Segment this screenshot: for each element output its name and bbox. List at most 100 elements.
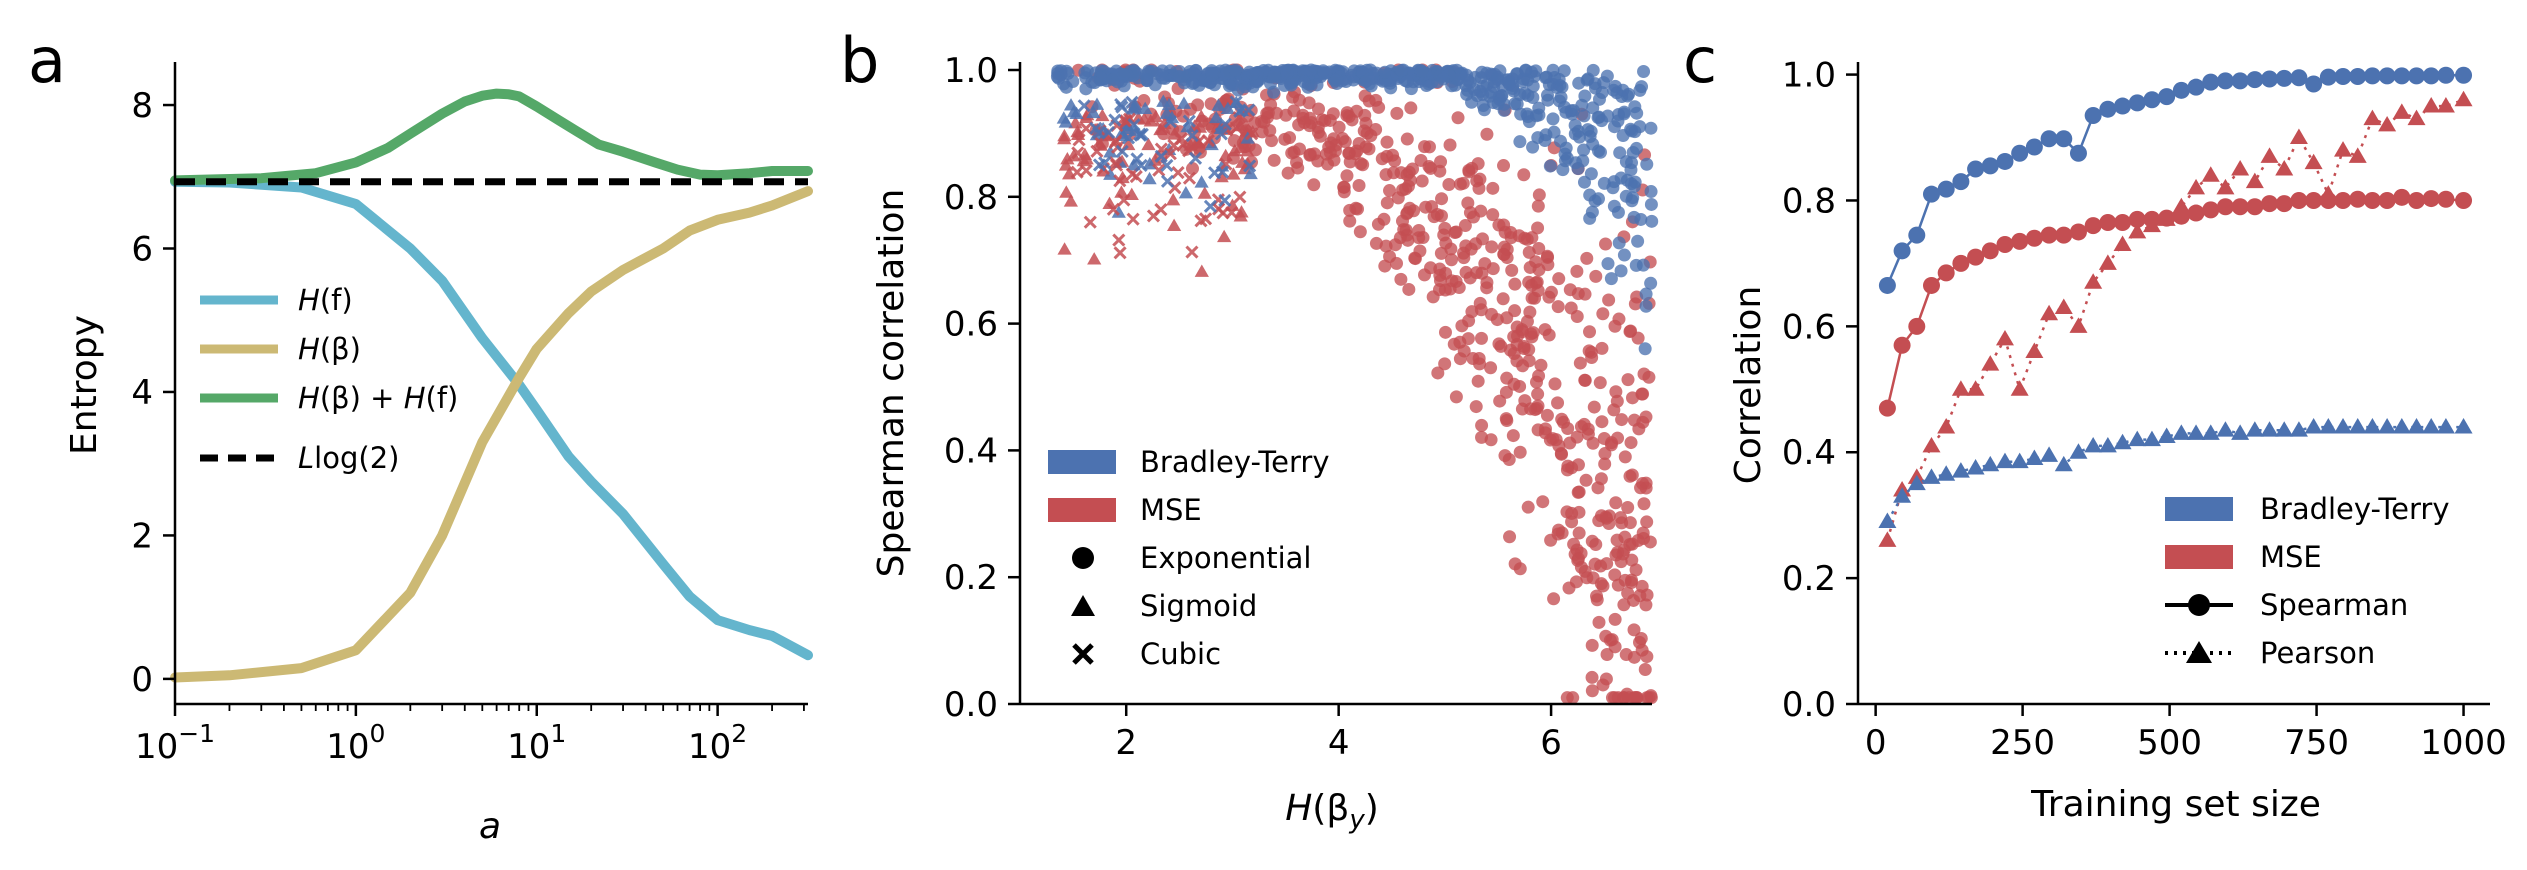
scatter-point-mse-exponential bbox=[1597, 431, 1611, 445]
scatter-point-mse-exponential bbox=[1540, 408, 1554, 422]
point-bt-spearman bbox=[2290, 69, 2308, 87]
scatter-point-mse-exponential bbox=[1337, 180, 1351, 194]
scatter-point-mse-exponential bbox=[1548, 377, 1562, 391]
scatter-point-bt-sigmoid bbox=[1156, 94, 1171, 107]
scatter-point-mse-exponential bbox=[1281, 166, 1295, 180]
scatter-point-mse-exponential bbox=[1469, 237, 1483, 251]
scatter-point-mse-exponential bbox=[1531, 387, 1545, 401]
point-mse-pearson bbox=[2040, 304, 2059, 321]
scatter-point-mse-sigmoid bbox=[1217, 229, 1232, 243]
scatter-point-mse-exponential bbox=[1587, 400, 1601, 414]
scatter-point-bt-exponential bbox=[1538, 133, 1552, 147]
point-mse-pearson bbox=[2260, 147, 2279, 163]
scatter-point-bt-exponential bbox=[1638, 342, 1652, 356]
scatter-point-bt-exponential bbox=[1619, 189, 1633, 203]
point-bt-spearman bbox=[2305, 75, 2323, 93]
y-tick-label: 6 bbox=[131, 230, 153, 270]
scatter-point-mse-cubic bbox=[1216, 206, 1230, 220]
point-mse-pearson bbox=[2334, 141, 2353, 157]
scatter-point-mse-cubic bbox=[1245, 127, 1259, 141]
scatter-point-bt-exponential bbox=[1617, 105, 1631, 119]
x-tick-label: 102 bbox=[688, 719, 747, 767]
scatter-point-mse-exponential bbox=[1321, 157, 1335, 171]
point-mse-pearson bbox=[2128, 222, 2147, 239]
scatter-point-bt-exponential bbox=[1586, 63, 1600, 77]
point-bt-pearson bbox=[1893, 487, 1912, 503]
point-mse-pearson bbox=[1981, 355, 2000, 371]
scatter-point-mse-exponential bbox=[1627, 623, 1641, 637]
scatter-point-bt-exponential bbox=[1267, 85, 1281, 99]
scatter-point-mse-exponential bbox=[1627, 593, 1641, 607]
scatter-point-mse-exponential bbox=[1402, 282, 1416, 296]
point-bt-pearson bbox=[1878, 512, 1897, 528]
scatter-point-bt-cubic bbox=[1214, 127, 1228, 141]
panel-c: 0.0 0.2 0.4 0.6 0.8 1.0 0 250 500 750 1000 Trainin… bbox=[1728, 56, 2507, 825]
point-mse-pearson bbox=[2172, 197, 2191, 214]
scatter-point-mse-exponential bbox=[1615, 516, 1629, 530]
scatter-point-bt-exponential bbox=[1636, 258, 1650, 272]
scatter-point-mse-exponential bbox=[1586, 436, 1600, 450]
x-tick-label: 1000 bbox=[2420, 723, 2507, 763]
scatter-point-mse-exponential bbox=[1422, 140, 1436, 154]
scatter-point-bt-cubic bbox=[1188, 151, 1203, 165]
scatter-point-mse-exponential bbox=[1318, 114, 1332, 128]
point-mse-spearman bbox=[1937, 264, 1955, 282]
scatter-point-mse-exponential bbox=[1439, 236, 1453, 250]
scatter-point-mse-exponential bbox=[1599, 237, 1613, 251]
scatter-point-bt-cubic bbox=[1125, 95, 1139, 109]
scatter-point-mse-exponential bbox=[1360, 126, 1374, 140]
point-bt-spearman bbox=[2069, 144, 2087, 162]
point-bt-spearman bbox=[2378, 67, 2396, 85]
scatter-point-mse-exponential bbox=[1470, 266, 1484, 280]
scatter-point-bt-exponential bbox=[1583, 188, 1597, 202]
scatter-point-bt-exponential bbox=[1088, 76, 1102, 90]
scatter-point-mse-cubic bbox=[1233, 190, 1247, 204]
point-bt-spearman bbox=[1878, 276, 1896, 294]
scatter-point-bt-sigmoid bbox=[1103, 145, 1118, 158]
point-mse-pearson bbox=[2378, 115, 2397, 132]
scatter-point-mse-exponential bbox=[1609, 385, 1623, 399]
point-bt-pearson bbox=[2436, 418, 2455, 434]
scatter-point-mse-cubic bbox=[1112, 233, 1126, 247]
scatter-point-mse-exponential bbox=[1551, 300, 1565, 314]
panel-c-plot-area bbox=[1878, 66, 2473, 547]
scatter-point-mse-cubic bbox=[1152, 163, 1166, 177]
scatter-point-mse-exponential bbox=[1462, 163, 1476, 177]
series-mse-pearson-line bbox=[1886, 98, 2464, 541]
point-mse-spearman bbox=[1878, 399, 1896, 417]
point-mse-pearson bbox=[2407, 109, 2426, 126]
point-bt-pearson bbox=[2172, 424, 2191, 440]
scatter-point-bt-exponential bbox=[1584, 124, 1598, 138]
point-bt-pearson bbox=[1981, 455, 2000, 472]
point-mse-spearman bbox=[2114, 214, 2132, 231]
scatter-point-mse-cubic bbox=[1185, 245, 1199, 259]
scatter-point-mse-exponential bbox=[1570, 543, 1584, 557]
y-tick-label: 1.0 bbox=[944, 51, 998, 91]
point-mse-spearman bbox=[2363, 191, 2381, 209]
scatter-point-mse-exponential bbox=[1412, 231, 1426, 245]
scatter-point-mse-exponential bbox=[1520, 314, 1534, 328]
scatter-point-mse-exponential bbox=[1531, 199, 1545, 213]
scatter-point-mse-exponential bbox=[1471, 374, 1485, 388]
point-mse-pearson bbox=[2304, 153, 2323, 170]
scatter-point-mse-exponential bbox=[1639, 598, 1653, 612]
scatter-point-bt-exponential bbox=[1277, 79, 1291, 93]
scatter-point-mse-exponential bbox=[1581, 422, 1595, 436]
scatter-point-mse-sigmoid bbox=[1102, 196, 1117, 209]
x-tick-label: 6 bbox=[1540, 723, 1562, 763]
scatter-point-mse-exponential bbox=[1457, 251, 1471, 265]
point-bt-pearson bbox=[2363, 418, 2382, 434]
scatter-point-mse-exponential bbox=[1356, 158, 1370, 172]
point-bt-pearson bbox=[2010, 452, 2029, 469]
scatter-point-bt-exponential bbox=[1604, 272, 1618, 286]
scatter-point-mse-exponential bbox=[1484, 361, 1498, 375]
scatter-point-bt-exponential bbox=[1395, 63, 1409, 77]
point-mse-spearman bbox=[2069, 223, 2087, 241]
panel-c-legend: Bradley-Terry MSE Spearman Pearson bbox=[2165, 492, 2449, 670]
point-bt-pearson bbox=[2334, 418, 2353, 434]
scatter-point-mse-cubic bbox=[1083, 215, 1097, 229]
scatter-point-mse-exponential bbox=[1442, 178, 1456, 192]
scatter-point-mse-exponential bbox=[1571, 485, 1585, 499]
point-mse-spearman bbox=[2437, 190, 2455, 208]
point-bt-pearson bbox=[2040, 446, 2059, 462]
